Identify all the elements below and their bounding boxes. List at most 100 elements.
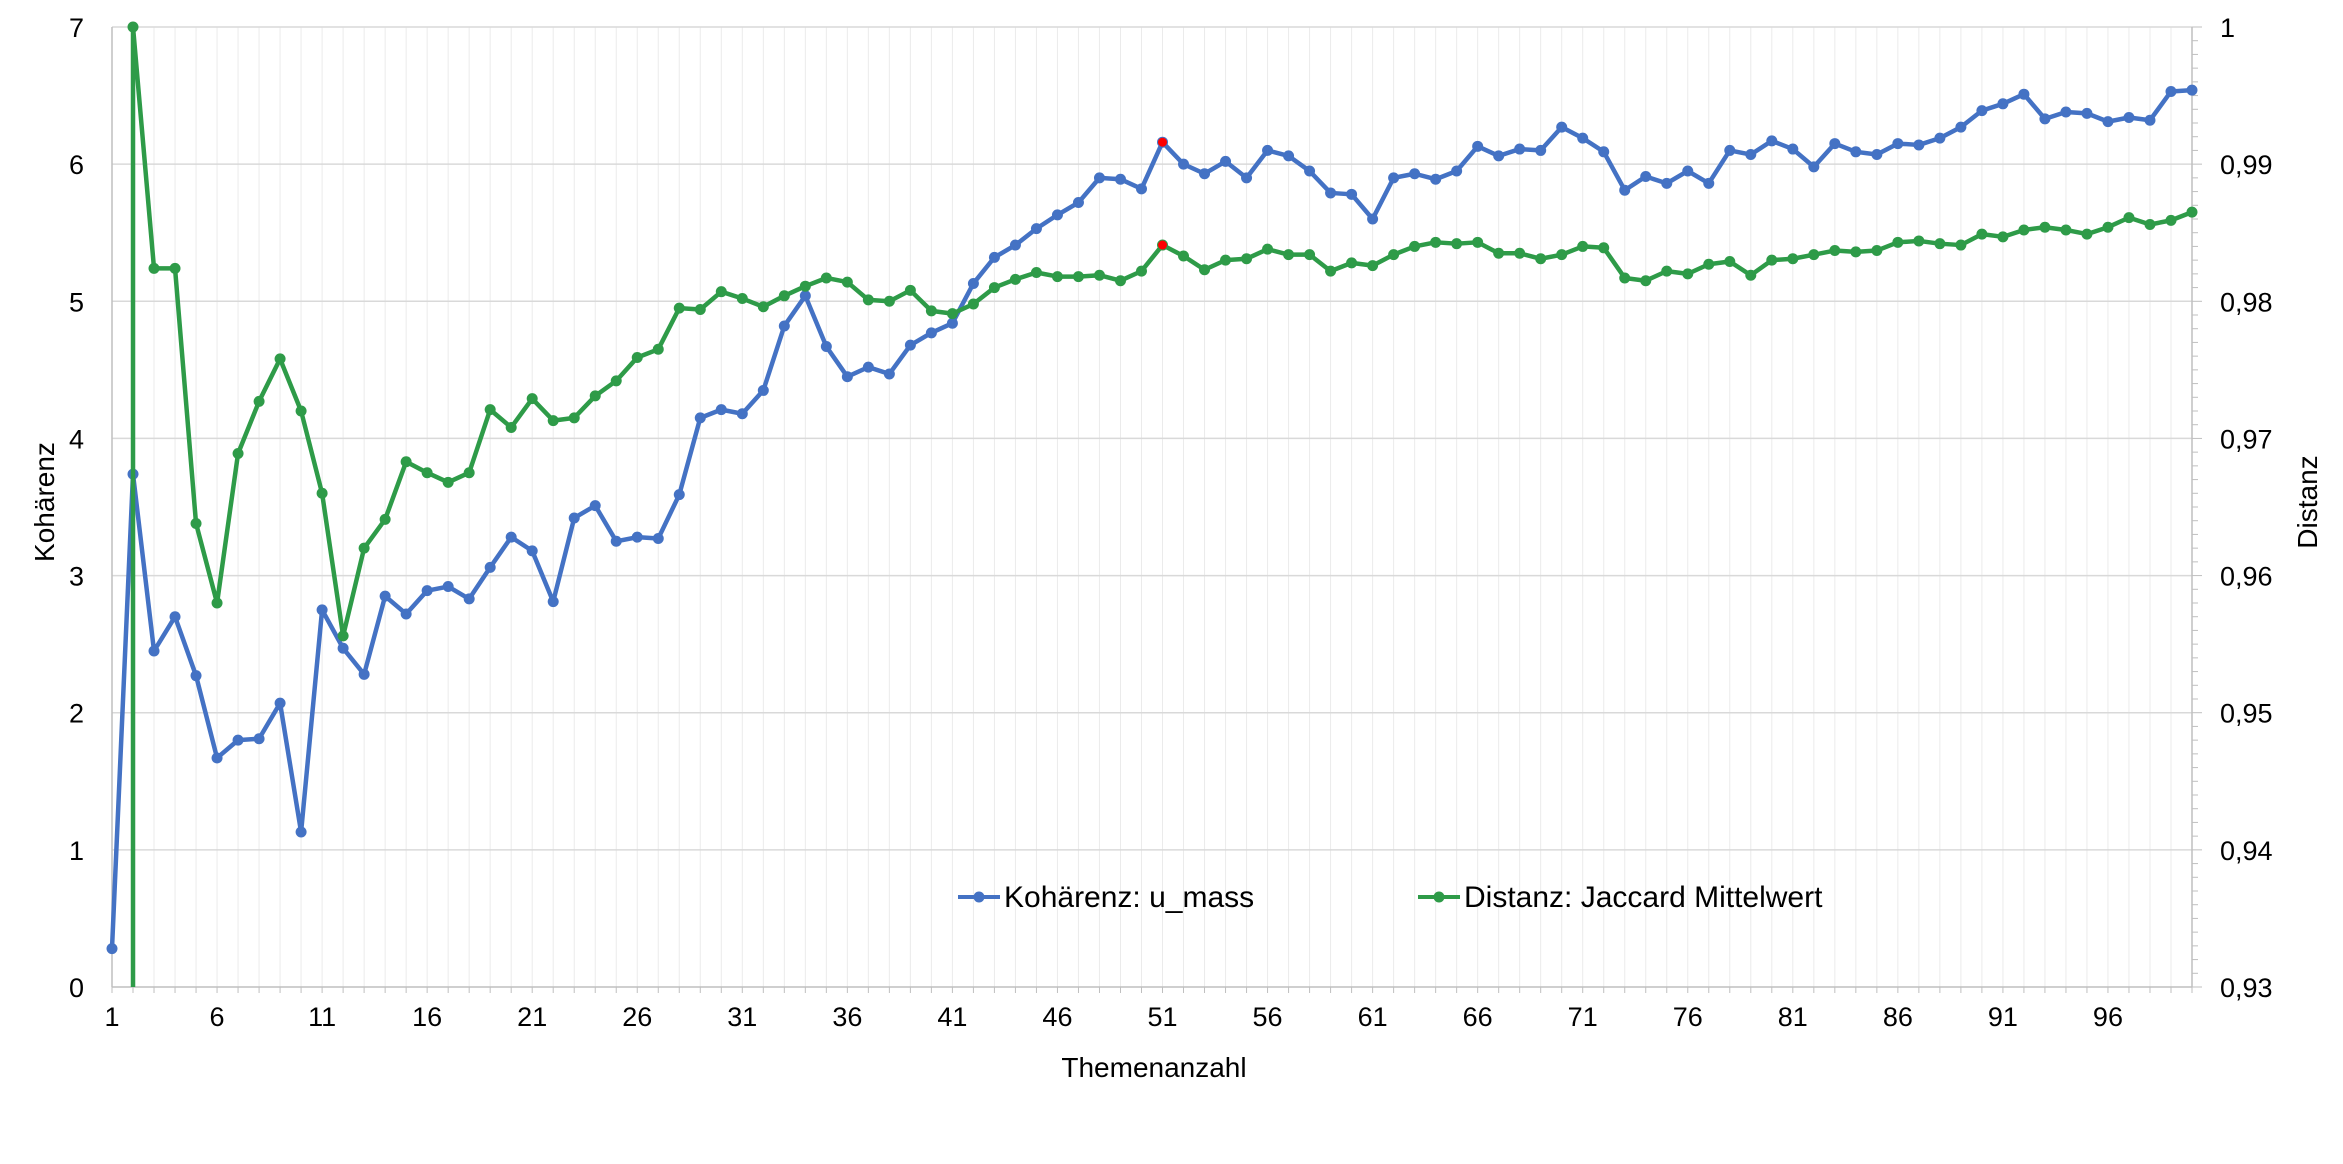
left-tick-label: 5: [69, 287, 84, 317]
x-tick-label: 71: [1568, 1002, 1598, 1032]
data-point: [1871, 149, 1883, 161]
x-tick-label: 16: [412, 1002, 442, 1032]
data-point: [463, 467, 475, 479]
data-point: [1640, 170, 1652, 182]
data-point: [1682, 165, 1694, 177]
data-point: [652, 343, 664, 355]
x-tick-label: 21: [517, 1002, 547, 1032]
data-point: [1556, 121, 1568, 133]
data-point: [673, 489, 685, 501]
data-point: [1178, 250, 1190, 262]
data-point: [2018, 88, 2030, 100]
data-point: [1346, 257, 1358, 269]
data-point: [1619, 184, 1631, 196]
right-tick-label: 0,99: [2220, 150, 2273, 180]
data-point: [1745, 149, 1757, 161]
data-point: [2165, 214, 2177, 226]
data-point: [1892, 138, 1904, 150]
legend-label-distanz: Distanz: Jaccard Mittelwert: [1464, 881, 1823, 914]
x-tick-label: 76: [1673, 1002, 1703, 1032]
data-point: [2060, 224, 2072, 236]
data-point: [1850, 246, 1862, 258]
data-point: [379, 513, 391, 525]
data-point: [1262, 144, 1274, 156]
data-point: [1030, 266, 1042, 278]
data-point: [568, 512, 580, 524]
data-point: [904, 284, 916, 296]
data-point: [589, 390, 601, 402]
data-point: [2165, 85, 2177, 97]
highlight-point: [1158, 137, 1168, 147]
data-point: [1997, 98, 2009, 110]
data-point: [1451, 238, 1463, 250]
data-point: [127, 21, 139, 33]
data-point: [1577, 132, 1589, 144]
data-point: [1388, 249, 1400, 261]
data-point: [547, 415, 559, 427]
x-axis-ticks: 1 6 11 16 21 26 31 36 41 46 51 56 61 66 71 76 81 86 91 96: [104, 1002, 2122, 1032]
data-point: [358, 668, 370, 680]
x-tick-label: 26: [622, 1002, 652, 1032]
data-point: [1135, 265, 1147, 277]
x-tick-label: 61: [1358, 1002, 1388, 1032]
left-tick-label: 2: [69, 699, 84, 729]
data-point: [925, 327, 937, 339]
data-point: [1535, 253, 1547, 265]
series-line: [109, 87, 2193, 949]
data-point: [526, 393, 538, 405]
data-point: [967, 298, 979, 310]
data-point: [1724, 256, 1736, 268]
data-point: [1598, 242, 1610, 254]
right-tick-label: 1: [2220, 13, 2235, 43]
data-point: [379, 590, 391, 602]
data-point: [1114, 173, 1126, 185]
data-point: [862, 294, 874, 306]
data-point: [484, 561, 496, 573]
data-point: [232, 448, 244, 460]
data-point: [1199, 168, 1211, 180]
data-point: [2144, 114, 2156, 126]
data-point: [1871, 245, 1883, 257]
data-point: [1829, 138, 1841, 150]
data-point: [1367, 260, 1379, 272]
data-point: [1367, 213, 1379, 225]
data-point: [1409, 168, 1421, 180]
x-tick-label: 41: [937, 1002, 967, 1032]
data-point: [1493, 150, 1505, 162]
data-point: [253, 395, 265, 407]
data-point: [1220, 155, 1232, 167]
x-tick-label: 66: [1463, 1002, 1493, 1032]
data-point: [316, 604, 328, 616]
data-point: [337, 630, 349, 642]
data-point: [883, 368, 895, 380]
data-point: [778, 320, 790, 332]
data-point: [1598, 146, 1610, 158]
right-tick-label: 0,97: [2220, 424, 2273, 454]
data-point: [526, 545, 538, 557]
y-axis-title: Kohärenz: [29, 442, 60, 562]
data-point: [190, 670, 202, 682]
data-point: [1325, 265, 1337, 277]
data-point: [505, 531, 517, 543]
legend-label-kohaerenz: Kohärenz: u_mass: [1004, 881, 1254, 914]
legend: Kohärenz: u_mass Distanz: Jaccard Mittel…: [958, 881, 1823, 914]
data-point: [925, 305, 937, 317]
right-axis-ticks: 0,93 0,94 0,95 0,96 0,97 0,98 0,99 1: [2220, 13, 2273, 1003]
x-tick-label: 96: [2093, 1002, 2123, 1032]
legend-entry-distanz: Distanz: Jaccard Mittelwert: [1418, 881, 1823, 914]
data-point: [253, 733, 265, 745]
data-point: [967, 277, 979, 289]
left-tick-label: 4: [69, 424, 84, 454]
x-tick-label: 46: [1042, 1002, 1072, 1032]
data-point: [631, 531, 643, 543]
series-distanz: [127, 21, 2198, 987]
data-point: [1787, 253, 1799, 265]
data-point: [1514, 143, 1526, 155]
right-tick-label: 0,96: [2220, 562, 2273, 592]
data-point: [2123, 212, 2135, 224]
data-point: [1451, 165, 1463, 177]
data-point: [1787, 143, 1799, 155]
data-point: [1220, 254, 1232, 266]
data-point: [1955, 121, 1967, 133]
data-point: [274, 353, 286, 365]
